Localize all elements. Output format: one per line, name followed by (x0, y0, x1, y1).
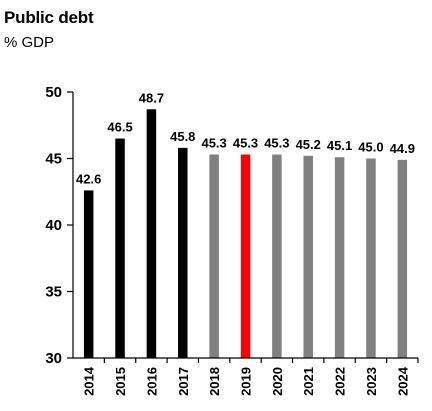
bar-2016 (146, 109, 157, 358)
data-label-2016: 48.7 (139, 90, 164, 105)
y-tick-label: 50 (45, 84, 62, 101)
bar-2015 (115, 138, 125, 358)
bar-2023 (366, 158, 376, 358)
x-tick-label-2016: 2016 (144, 367, 159, 396)
chart-title: Public debt (4, 8, 94, 27)
data-label-2022: 45.1 (327, 138, 352, 153)
data-label-2015: 46.5 (107, 120, 132, 135)
data-label-2024: 44.9 (390, 141, 415, 156)
data-label-2020: 45.3 (264, 136, 289, 151)
y-tick-label: 45 (45, 151, 62, 168)
x-tick-label-2024: 2024 (395, 366, 410, 396)
bar-2014 (83, 190, 94, 358)
bar-2022 (334, 157, 345, 358)
bar-2017 (178, 147, 188, 358)
bars (83, 109, 408, 358)
x-tick-label-2017: 2017 (176, 367, 191, 396)
data-label-2017: 45.8 (170, 129, 195, 144)
y-tick-label: 40 (45, 217, 62, 234)
data-label-2021: 45.2 (296, 137, 321, 152)
x-tick-label-2015: 2015 (113, 367, 128, 396)
bar-2021 (303, 155, 313, 358)
x-tick-label-2014: 2014 (82, 366, 97, 396)
bar-2020 (272, 154, 282, 358)
x-tick-label-2020: 2020 (270, 367, 285, 396)
data-label-2018: 45.3 (201, 136, 226, 151)
data-label-2023: 45.0 (358, 140, 383, 155)
chart-subtitle: % GDP (4, 34, 55, 51)
y-tick-label: 30 (45, 350, 62, 367)
x-tick-label-2019: 2019 (239, 367, 254, 396)
x-tick-label-2022: 2022 (333, 367, 348, 396)
x-axis: 2014 2015 2016 2017 2018 2019 2020 2021 2022 2023… (73, 357, 419, 396)
bar-2018 (209, 154, 219, 358)
x-tick-label-2021: 2021 (301, 367, 316, 396)
data-labels: 42.6 46.5 48.7 45.8 45.3 45.3 45.3 45.2 45.1 45.0… (76, 90, 415, 186)
y-tick-label: 35 (45, 284, 62, 301)
x-tick-label-2023: 2023 (364, 367, 379, 396)
bar-2024 (397, 159, 408, 358)
y-axis: 30 35 40 45 50 (45, 84, 74, 367)
x-tick-label-2018: 2018 (207, 367, 222, 396)
data-label-2019: 45.3 (233, 136, 258, 151)
data-label-2014: 42.6 (76, 171, 101, 186)
bar-2019 (240, 154, 251, 358)
